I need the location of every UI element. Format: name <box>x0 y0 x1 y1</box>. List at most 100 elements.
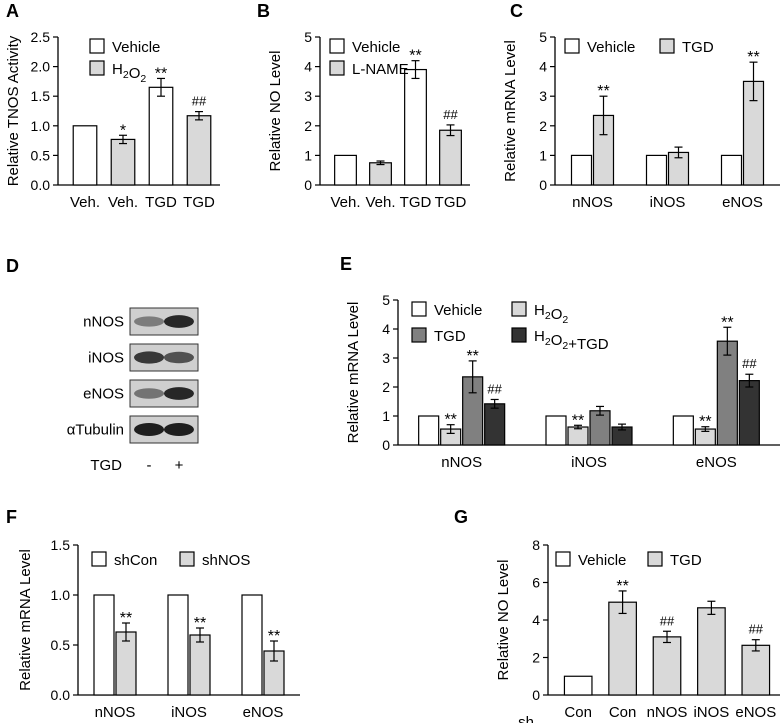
panel-label: A <box>6 1 19 21</box>
y-tick-label: 0 <box>304 177 312 193</box>
legend-swatch <box>647 551 663 567</box>
blot-band <box>163 387 194 400</box>
bar <box>334 154 357 186</box>
x-tick-label: TGD <box>183 194 215 211</box>
significance-mark: ** <box>572 412 584 429</box>
blot-row-label: iNOS <box>88 350 124 367</box>
blot-band <box>134 351 165 364</box>
bar <box>697 607 726 696</box>
x-tick-label: nNOS <box>95 704 136 721</box>
legend-label: TGD <box>670 552 702 569</box>
y-tick-label: 4 <box>382 321 390 337</box>
legend-swatch <box>659 38 675 54</box>
bar <box>93 594 115 696</box>
blot-row-label: αTubulin <box>67 422 124 439</box>
y-tick-label: 2 <box>539 118 547 134</box>
significance-mark: ** <box>120 610 132 627</box>
y-tick-label: 6 <box>532 575 540 591</box>
x-tick-label: eNOS <box>735 704 776 721</box>
legend-label: L-NAME <box>352 61 409 78</box>
legend-label: shNOS <box>202 552 250 569</box>
bar <box>484 403 506 446</box>
bar <box>167 594 189 696</box>
legend-swatch <box>89 60 105 76</box>
significance-mark: ** <box>155 65 167 82</box>
lane-label: + <box>175 457 184 474</box>
x-tick-label: eNOS <box>243 704 284 721</box>
y-tick-label: 1 <box>304 147 312 163</box>
panel-f: F 0.0 0.5 1.0 1.5 Relative mRNA Level nNOS iNOS… <box>6 507 300 721</box>
y-tick-label: 2 <box>532 650 540 666</box>
legend-swatch <box>511 327 527 343</box>
y-tick-label: 1.5 <box>51 537 71 553</box>
panel-label: G <box>454 507 468 527</box>
y-tick-label: 4 <box>539 59 547 75</box>
panel-label: C <box>510 1 523 21</box>
y-tick-label: 0 <box>539 177 547 193</box>
y-tick-label: 2 <box>382 379 390 395</box>
y-tick-label: 1 <box>539 147 547 163</box>
y-tick-label: 2.5 <box>31 29 51 45</box>
bar <box>418 415 440 446</box>
x-tick-label: nNOS <box>441 454 482 471</box>
y-tick-label: 0.0 <box>51 687 71 703</box>
bar <box>72 125 98 186</box>
y-tick-label: 0.5 <box>31 147 51 163</box>
bar <box>404 68 427 186</box>
y-tick-label: 0 <box>382 437 390 453</box>
legend-label: TGD <box>434 328 466 345</box>
y-tick-label: 0.5 <box>51 637 71 653</box>
bar <box>570 154 593 186</box>
y-tick-label: 0.0 <box>31 177 51 193</box>
significance-mark: ## <box>749 622 764 637</box>
y-tick-label: 5 <box>382 292 390 308</box>
significance-mark: ## <box>443 107 458 122</box>
legend-label: Vehicle <box>434 302 482 319</box>
bar <box>369 162 392 186</box>
blot-row-label: nNOS <box>83 314 124 331</box>
panel-label: F <box>6 507 17 527</box>
significance-mark: ** <box>597 83 609 100</box>
blot-band <box>163 423 194 436</box>
blot-band <box>134 316 165 327</box>
panel-c: C 0 1 2 3 4 5 Relative mRNA Level nNOS iNOS eNOS **… <box>502 1 780 211</box>
bar <box>716 340 738 446</box>
panel-label: B <box>257 1 270 21</box>
bar <box>720 154 743 186</box>
bar <box>148 86 174 186</box>
significance-mark: ## <box>487 381 502 396</box>
significance-mark: ** <box>466 348 478 365</box>
bar <box>672 415 694 446</box>
y-tick-label: 3 <box>539 88 547 104</box>
significance-mark: ## <box>192 94 207 109</box>
bar <box>563 675 593 696</box>
significance-mark: ** <box>268 628 280 645</box>
panel-label: D <box>6 256 19 276</box>
bar <box>186 115 212 186</box>
bar <box>110 138 136 186</box>
blot-row-label: eNOS <box>83 386 124 403</box>
legend-swatch <box>411 301 427 317</box>
legend-swatch <box>511 301 527 317</box>
legend-label: Vehicle <box>587 39 635 56</box>
panel-a: A 0.0 0.5 1.0 1.5 2.0 2.5 Relative TNOS Activit… <box>5 1 220 211</box>
significance-mark: ** <box>616 578 628 595</box>
legend-swatch <box>564 38 580 54</box>
y-tick-label: 5 <box>539 29 547 45</box>
x-tick-label: TGD <box>145 194 177 211</box>
x-tick-label: iNOS <box>171 704 207 721</box>
y-tick-label: 3 <box>382 350 390 366</box>
x-tick-label: iNOS <box>693 704 729 721</box>
x-tick-label: eNOS <box>696 454 737 471</box>
significance-mark: ## <box>742 356 757 371</box>
significance-mark: ** <box>194 615 206 632</box>
blot-band <box>134 388 165 399</box>
y-tick-label: 3 <box>304 88 312 104</box>
legend-swatch <box>329 60 345 76</box>
legend-swatch <box>91 551 107 567</box>
bar <box>567 426 589 446</box>
legend-label: Vehicle <box>352 39 400 56</box>
